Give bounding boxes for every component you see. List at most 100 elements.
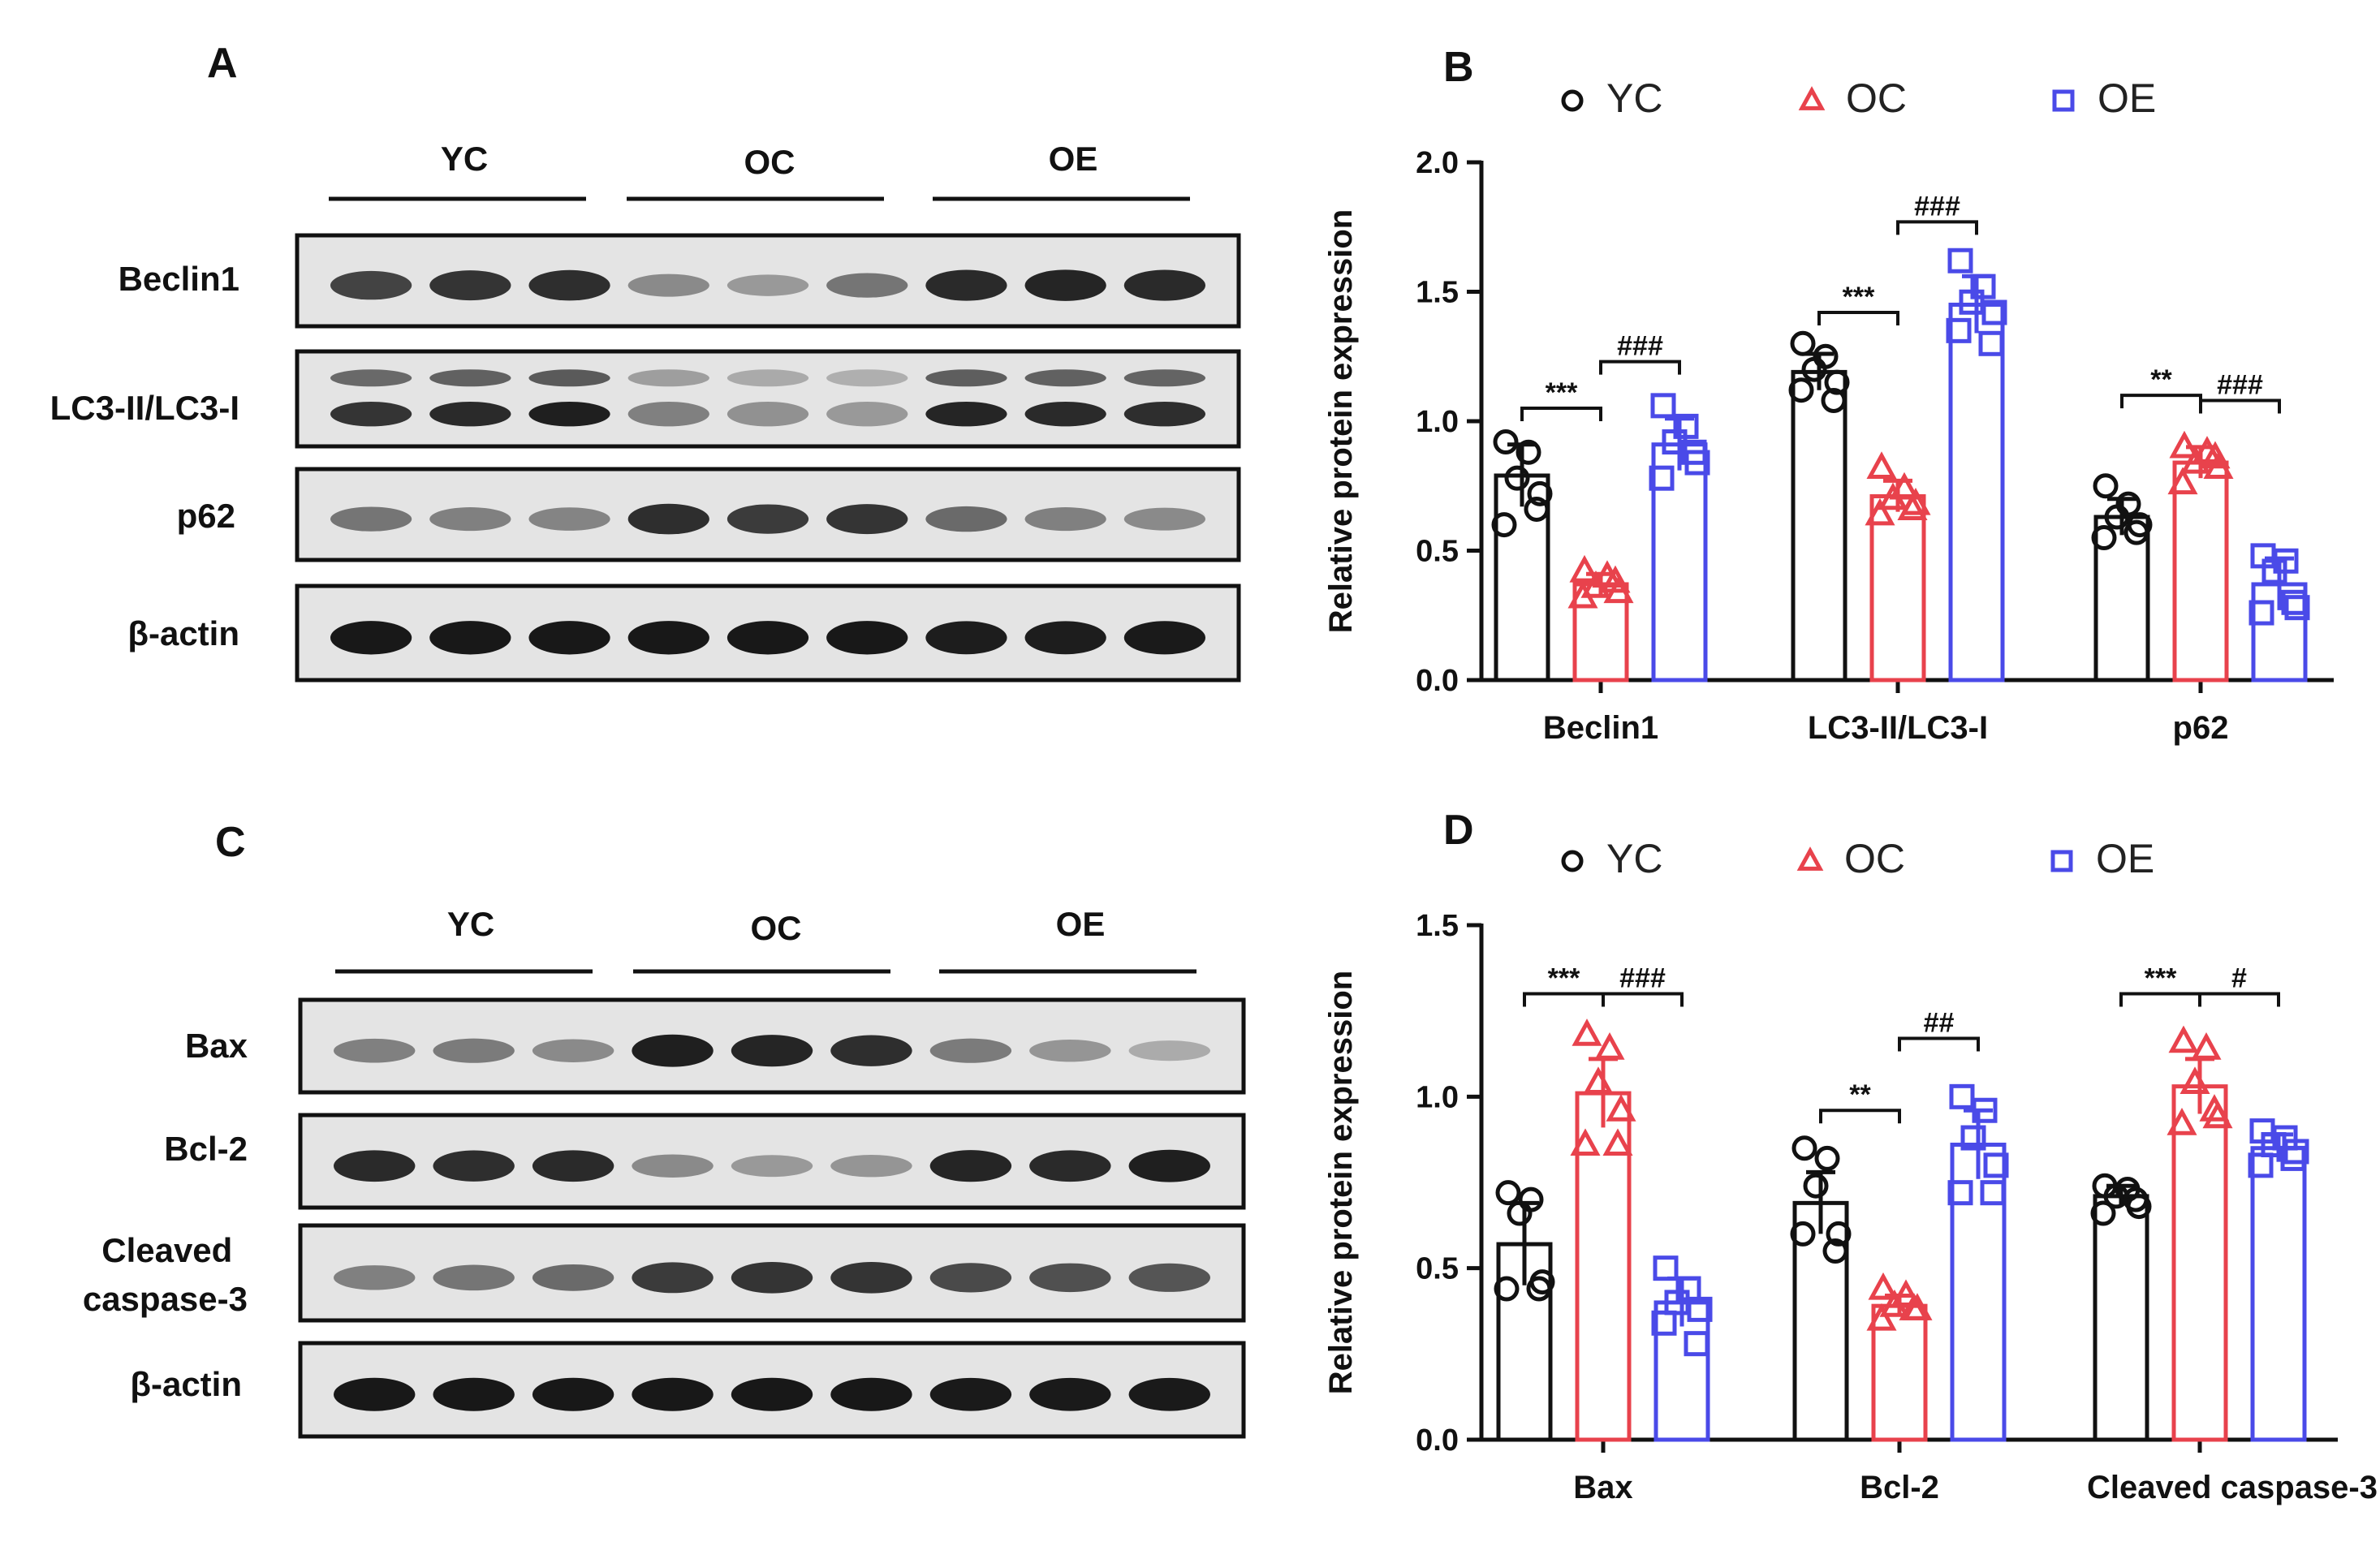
blot-band <box>429 507 511 532</box>
blot-row-label-line: Cleaved <box>101 1231 232 1269</box>
blot-band <box>632 1154 714 1178</box>
blot-band <box>826 273 908 298</box>
data-point-triangle <box>2180 1066 2210 1094</box>
bar <box>1871 1303 1928 1442</box>
panel-letter-a: A <box>207 40 238 87</box>
data-point-triangle <box>1567 580 1598 609</box>
data-point-circle <box>2123 1186 2149 1212</box>
bar <box>1651 442 1708 683</box>
blot-band <box>826 504 908 535</box>
y-tick-label: 0.5 <box>1416 1252 1459 1286</box>
blot-band <box>826 369 908 387</box>
significance-label: ** <box>1849 1079 1871 1110</box>
blot-band <box>1029 1150 1111 1182</box>
panel-letter-d: D <box>1443 807 1474 854</box>
data-point-circle <box>1561 850 1584 872</box>
blot-band <box>925 369 1007 387</box>
blot-band <box>627 621 709 655</box>
blot-band <box>433 1264 515 1291</box>
significance-bracket <box>2199 398 2281 414</box>
blot-band <box>330 369 412 387</box>
data-point-square <box>1949 1083 1975 1109</box>
blot-band <box>925 621 1007 655</box>
category-label: Beclin1 <box>1543 710 1658 746</box>
data-point-triangle <box>1796 846 1824 871</box>
data-point-triangle <box>1866 1303 1897 1331</box>
blot-band <box>830 1377 912 1411</box>
panel-letter-c: C <box>215 819 246 866</box>
blot-row-label: Beclin1 <box>119 260 239 298</box>
blot-band <box>1029 1040 1111 1062</box>
data-point-triangle <box>2180 446 2211 474</box>
data-point-circle <box>1507 1200 1533 1226</box>
data-point-square <box>2280 1145 2306 1171</box>
blot-band <box>627 369 709 387</box>
data-point-square <box>1651 1310 1677 1336</box>
data-point-triangle <box>2167 467 2198 495</box>
blot-band <box>330 506 412 532</box>
data-point-triangle <box>2199 1094 2230 1122</box>
blot-band <box>532 1150 614 1182</box>
data-point-square <box>1946 317 1972 343</box>
bar-chart-b: 0.0 0.5 1.0 1.5 2.0 Relative protein expressi… <box>1323 75 2334 746</box>
blot-group-label: YC <box>447 905 494 943</box>
blot-band <box>528 402 610 427</box>
bar <box>1575 1091 1632 1442</box>
data-point-circle <box>1814 1145 1840 1171</box>
significance-label: *** <box>1548 963 1580 994</box>
blot-band <box>528 621 610 655</box>
data-point-square <box>1684 1331 1710 1357</box>
bar <box>1791 369 1848 683</box>
blot-band <box>925 269 1007 301</box>
data-point-triangle <box>1891 1279 1921 1307</box>
data-point-triangle <box>1583 1066 1614 1094</box>
blot-band <box>627 402 709 427</box>
data-point-circle <box>1790 330 1816 356</box>
blot-band <box>1128 1377 1210 1411</box>
blot-band <box>929 1263 1012 1293</box>
data-point-triangle <box>2200 441 2231 469</box>
bar <box>1572 582 1629 683</box>
blot-band <box>330 270 412 300</box>
data-point-square <box>1649 465 1675 491</box>
legend-label: OE <box>2096 836 2154 881</box>
blot-band <box>1024 621 1106 655</box>
blot-band <box>528 369 610 387</box>
blot-band <box>627 503 709 535</box>
data-point-circle <box>1527 480 1553 506</box>
blot-band <box>727 274 809 296</box>
significance-bracket <box>1819 1109 1901 1124</box>
data-point-triangle <box>1594 1032 1625 1060</box>
category-label: Cleaved caspase-3 <box>2087 1470 2378 1505</box>
blot-row-label: Bcl-2 <box>164 1130 248 1168</box>
data-point-triangle <box>2167 1108 2197 1135</box>
blot-band <box>433 1377 515 1411</box>
data-point-circle <box>1493 429 1519 455</box>
western-blot-a: YC OC OE Beclin1 LC3-II/LC3-I p62 β-acti… <box>50 140 1241 683</box>
blot-band <box>334 1265 416 1290</box>
significance-label: ### <box>1914 191 1960 222</box>
blot-row-label: Cleaved caspase-3 <box>83 1231 248 1318</box>
category-label: LC3-II/LC3-I <box>1808 710 1988 746</box>
blot-band <box>429 621 511 655</box>
data-point-triangle <box>1889 472 1920 500</box>
data-point-triangle <box>1570 1128 1601 1156</box>
category-label: p62 <box>2173 710 2229 746</box>
significance-label: ** <box>2150 364 2172 395</box>
blot-row-label-line: caspase-3 <box>83 1280 248 1318</box>
data-point-circle <box>1826 1221 1852 1247</box>
data-point-circle <box>1803 1173 1829 1199</box>
data-point-square <box>2283 1139 2309 1165</box>
significance-label: ### <box>2217 369 2263 400</box>
blot-band <box>826 402 908 427</box>
category-label: Bcl-2 <box>1860 1470 1939 1505</box>
blot-row-label: LC3-II/LC3-I <box>50 389 239 427</box>
data-point-triangle <box>1569 554 1600 583</box>
data-point-triangle <box>2168 1025 2199 1053</box>
panel-letter-b: B <box>1443 44 1474 91</box>
blot-band <box>1024 402 1106 427</box>
significance-bracket <box>2120 394 2202 409</box>
y-tick-label: 2.0 <box>1416 146 1459 180</box>
blot-band <box>1128 1149 1210 1182</box>
data-point-square <box>2248 600 2274 626</box>
